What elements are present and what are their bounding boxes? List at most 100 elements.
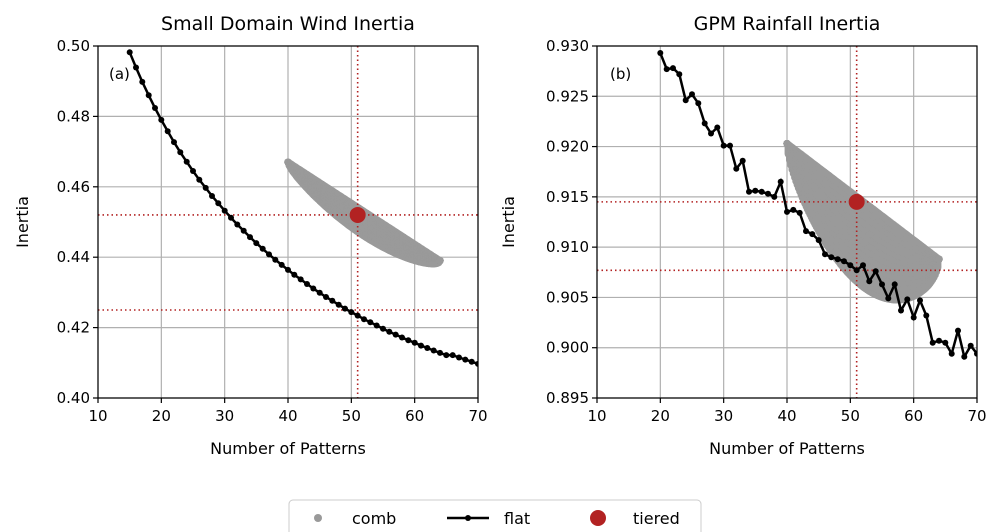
flat-point [771, 193, 778, 200]
flat-line [128, 51, 478, 366]
flat-point [803, 228, 809, 235]
x-tick-label: 70 [967, 407, 986, 425]
legend-tiered-marker [590, 510, 606, 526]
flat-point [392, 331, 399, 338]
ticks-a: 10 20 30 40 50 60 70 0.40 0.42 0.44 0.46 0.48 0.50 [57, 37, 488, 425]
flat-point [701, 120, 708, 127]
flat-point [923, 312, 930, 319]
grid-b [596, 45, 978, 399]
flat-point [898, 307, 904, 314]
flat-point [171, 139, 177, 146]
x-tick-label: 50 [841, 407, 860, 425]
y-tick-label: 0.44 [57, 248, 90, 266]
flat-point [752, 187, 759, 194]
flat-point [790, 206, 797, 213]
x-tick-label: 60 [405, 407, 424, 425]
flat-point [758, 188, 765, 195]
flat-point [234, 221, 241, 228]
flat-point [727, 142, 733, 149]
flat-point [891, 281, 898, 288]
flat-point [682, 97, 689, 104]
flat-point [424, 345, 431, 351]
flat-point [948, 350, 955, 357]
flat-point [967, 342, 974, 349]
flat-series-a [126, 49, 478, 367]
flat-point [733, 165, 740, 172]
y-tick-label: 0.50 [57, 37, 90, 55]
flat-point [475, 360, 478, 367]
flat-point [961, 353, 968, 360]
flat-point [828, 254, 835, 261]
y-tick-label: 0.905 [546, 288, 589, 306]
flat-point [266, 251, 272, 258]
y-axis-label-a: Inertia [13, 196, 32, 248]
y-tick-label: 0.40 [57, 389, 90, 407]
x-tick-label: 10 [88, 407, 107, 425]
flat-point [904, 296, 911, 303]
flat-point [196, 176, 203, 183]
legend-flat-marker [465, 515, 471, 521]
flat-point [449, 352, 456, 359]
flat-point [765, 190, 771, 197]
flat-point [468, 358, 475, 365]
legend-flat-label: flat [504, 509, 530, 528]
flat-point [158, 116, 165, 123]
y-tick-label: 0.46 [57, 178, 90, 196]
chart-panel-b: GPM Rainfall Inertia Number of Patterns … [499, 13, 987, 458]
flat-point [676, 71, 683, 78]
y-tick-label: 0.925 [546, 87, 589, 105]
legend-comb-marker [314, 514, 322, 522]
flat-point [860, 262, 866, 269]
flat-point [291, 271, 298, 278]
legend-comb-label: comb [352, 509, 396, 528]
legend: comb flat tiered [288, 499, 702, 532]
flat-point [348, 309, 355, 316]
flat-point [247, 234, 253, 241]
panel-label-b: (b) [610, 65, 631, 83]
flat-point [386, 328, 393, 335]
x-tick-label: 30 [714, 407, 733, 425]
flat-point [373, 322, 380, 329]
flat-point [152, 105, 158, 111]
x-tick-label: 20 [651, 407, 670, 425]
x-axis-label-a: Number of Patterns [210, 439, 366, 458]
flat-point [929, 339, 936, 346]
flat-point [708, 130, 714, 137]
flat-point [304, 281, 310, 287]
y-axis-label-b: Inertia [499, 196, 518, 248]
flat-point [209, 193, 215, 199]
legend-tiered-label: tiered [633, 509, 680, 528]
flat-point [285, 266, 291, 273]
flat-point [430, 347, 437, 354]
flat-point [253, 240, 260, 247]
x-axis-label-b: Number of Patterns [709, 439, 865, 458]
flat-point [657, 50, 664, 56]
y-tick-label: 0.915 [546, 188, 589, 206]
flat-point [272, 256, 279, 263]
x-tick-label: 30 [215, 407, 234, 425]
flat-point [809, 231, 816, 238]
comb-series-b [783, 140, 943, 304]
flat-point [841, 258, 847, 265]
y-tick-label: 0.900 [546, 339, 589, 357]
flat-point [418, 342, 424, 349]
flat-series-b [657, 50, 977, 361]
flat-point [942, 339, 949, 346]
y-tick-label: 0.910 [546, 238, 589, 256]
flat-point [183, 158, 190, 165]
x-tick-label: 60 [904, 407, 923, 425]
x-tick-label: 20 [152, 407, 171, 425]
flat-point [221, 207, 228, 214]
flat-point [456, 354, 462, 361]
flat-point [259, 245, 266, 252]
chart-title-b: GPM Rainfall Inertia [694, 13, 881, 35]
plot-area-b [597, 46, 977, 398]
flat-point [714, 124, 721, 131]
flat-point [329, 297, 336, 304]
comb-point [436, 257, 444, 265]
flat-point [853, 267, 860, 274]
flat-point [879, 281, 885, 288]
flat-point [462, 356, 469, 363]
flat-point [297, 276, 304, 283]
flat-point [354, 312, 361, 319]
